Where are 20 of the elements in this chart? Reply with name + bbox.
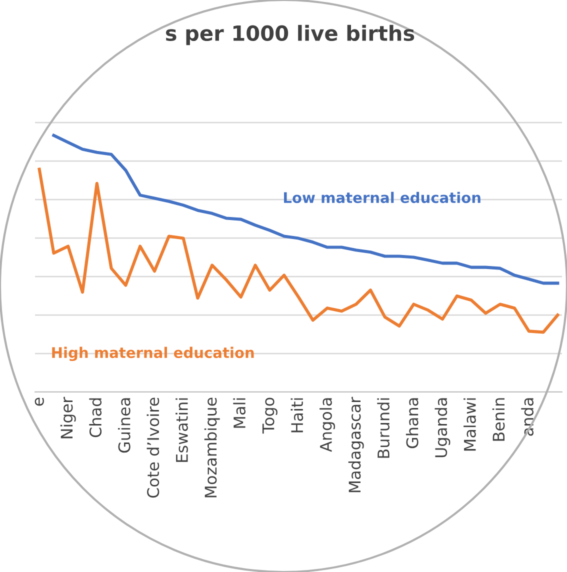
x-tick-label: Mali bbox=[233, 398, 246, 428]
x-tick-label: Burundi bbox=[377, 398, 390, 458]
x-tick-label: Chad bbox=[89, 398, 102, 438]
x-tick-label: Madagascar bbox=[348, 396, 364, 492]
text: Low maternal education bbox=[284, 192, 480, 204]
chart-title: s per 1000 live births bbox=[166, 24, 414, 46]
x-tick-label: Uganda bbox=[434, 398, 450, 458]
x-tick-label: Mozambique bbox=[204, 398, 220, 498]
x-tick-label: Eswatini bbox=[176, 398, 188, 462]
x-tick-label: Benin bbox=[492, 398, 505, 441]
x-tick-label: Niger bbox=[60, 396, 76, 438]
x-tick-label: Malawi bbox=[464, 398, 476, 451]
x-tick-label: e bbox=[34, 398, 44, 406]
x-tick-label: Guinea bbox=[118, 398, 130, 453]
x-tick-label: Ghana bbox=[406, 398, 418, 448]
x-tick-label: Haiti bbox=[290, 398, 304, 432]
x-tick-label: Cote d’Ivoire bbox=[146, 398, 160, 498]
text: High maternal education bbox=[52, 346, 254, 362]
x-tick-label: Angola bbox=[320, 398, 336, 452]
x-tick-label: Togo bbox=[262, 398, 278, 434]
